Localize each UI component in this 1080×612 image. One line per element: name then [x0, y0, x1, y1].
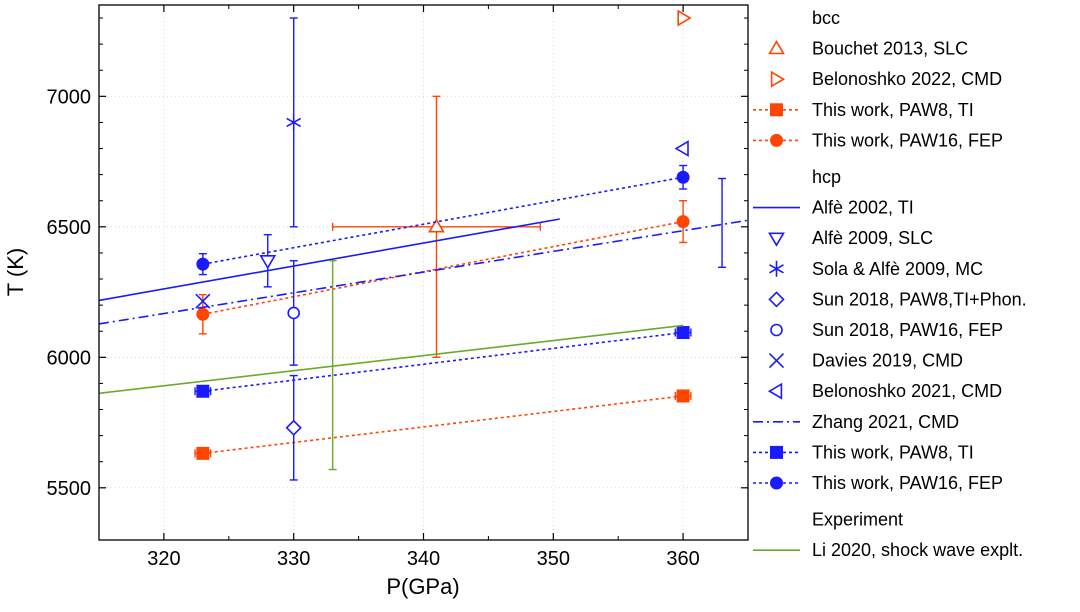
legend: bcc Bouchet 2013, SLC Belonoshko 2022, CMD… [753, 8, 1027, 560]
series-zhang2021 [98, 219, 749, 325]
data-point-hcp_paw16_fep [196, 257, 210, 271]
series-line-alfe2002 [98, 218, 560, 302]
data-point-bcc_paw8_ti [676, 389, 690, 403]
series-hcp_paw16_fep [196, 164, 690, 276]
data-point-bouchet2013 [428, 218, 445, 233]
plot-area [98, 9, 749, 481]
data-point-hcp_paw16_fep [676, 170, 690, 184]
series-line-zhang2021 [98, 219, 749, 325]
data-point-belonoshko2022 [677, 9, 692, 27]
data-point-bcc_paw16_fep [676, 215, 690, 229]
series-line-hcp_paw8_ti [202, 331, 684, 393]
legend-label: This work, PAW8, TI [812, 100, 974, 120]
series-sola2009 [286, 17, 302, 228]
x-axis-label: P(GPa) [386, 574, 459, 599]
legend-label: Li 2020, shock wave explt. [812, 540, 1023, 560]
x-tick-label: 350 [537, 548, 570, 570]
y-tick-label: 6500 [47, 217, 92, 239]
legend-label: Belonoshko 2022, CMD [812, 69, 1002, 89]
legend-marker-hcp_paw8_ti [770, 445, 783, 459]
legend-label: Davies 2019, CMD [812, 351, 963, 371]
x-tick-label: 320 [147, 548, 180, 570]
legend-label: Sun 2018, PAW8,TI+Phon. [812, 289, 1027, 309]
legend-marker-belonoshko2022 [770, 70, 786, 88]
legend-marker-hcp_paw16_fep [770, 476, 783, 490]
data-point-hcp_paw8_ti [196, 384, 210, 398]
series-bouchet2013 [331, 95, 542, 359]
data-point-bcc_paw8_ti [196, 446, 210, 460]
data-point-alfe2009 [259, 255, 277, 270]
legend-label: Alfè 2009, SLC [812, 228, 933, 248]
y-tick-label: 6000 [47, 347, 92, 369]
x-tick-label: 360 [666, 548, 699, 570]
legend-marker-bouchet2013 [768, 40, 785, 55]
legend-marker-sun2018_paw16 [770, 323, 783, 337]
series-hcp_paw8_ti [194, 326, 692, 398]
legend-label: This work, PAW8, TI [812, 442, 974, 462]
data-point-bcc_paw16_fep [196, 307, 210, 321]
series-sun2018_paw8 [285, 374, 302, 481]
x-tick-label: 340 [407, 548, 440, 570]
legend-marker-sun2018_paw8 [768, 291, 785, 308]
legend-label: Belonoshko 2021, CMD [812, 381, 1002, 401]
legend-label: Sola & Alfè 2009, MC [812, 259, 983, 279]
legend-marker-bcc_paw8_ti [770, 103, 783, 117]
y-tick-label: 5500 [47, 478, 92, 500]
legend-marker-bcc_paw16_fep [770, 133, 783, 147]
series-belonoshko2022 [677, 9, 692, 27]
data-point-sun2018_paw8 [285, 419, 302, 436]
y-axis-ticks: 5500 6000 6500 7000 [47, 17, 748, 500]
legend-group-title: Experiment [812, 510, 903, 530]
series-line-bcc_paw8_ti [202, 395, 684, 455]
data-point-hcp_paw8_ti [676, 326, 690, 340]
series-sun2018_paw16 [287, 260, 301, 366]
legend-label: Bouchet 2013, SLC [812, 39, 968, 59]
series-line-hcp_paw16_fep [202, 176, 684, 265]
legend-label: This work, PAW16, FEP [812, 130, 1003, 150]
legend-marker-davies2019 [768, 353, 785, 369]
legend-marker-belonoshko2021 [767, 382, 783, 400]
legend-marker-sola2009 [769, 260, 784, 277]
series-li2020 [98, 260, 684, 471]
legend-marker-alfe2009 [768, 232, 785, 247]
legend-label: Sun 2018, PAW16, FEP [812, 320, 1003, 340]
series-belonoshko2021 [674, 140, 727, 268]
y-axis-label: T (K) [3, 248, 28, 296]
legend-group-title: hcp [812, 167, 841, 187]
legend-label: Zhang 2021, CMD [812, 412, 959, 432]
series-line-bcc_paw16_fep [202, 220, 684, 316]
data-point-belonoshko2021 [674, 140, 689, 157]
y-tick-label: 7000 [47, 86, 92, 108]
x-axis-ticks: 320 330 340 350 360 [98, 5, 749, 570]
legend-label: This work, PAW16, FEP [812, 473, 1003, 493]
data-point-sola2009 [286, 114, 302, 131]
series-bcc_paw8_ti [194, 389, 692, 460]
series-alfe2002 [98, 218, 560, 302]
legend-label: Alfè 2002, TI [812, 198, 914, 218]
x-tick-label: 330 [277, 548, 310, 570]
data-point-sun2018_paw16 [287, 306, 301, 320]
series-line-li2020 [98, 324, 684, 395]
series-bcc_paw16_fep [196, 200, 690, 335]
series-alfe2009 [259, 233, 277, 288]
legend-group-title: bcc [812, 8, 840, 28]
